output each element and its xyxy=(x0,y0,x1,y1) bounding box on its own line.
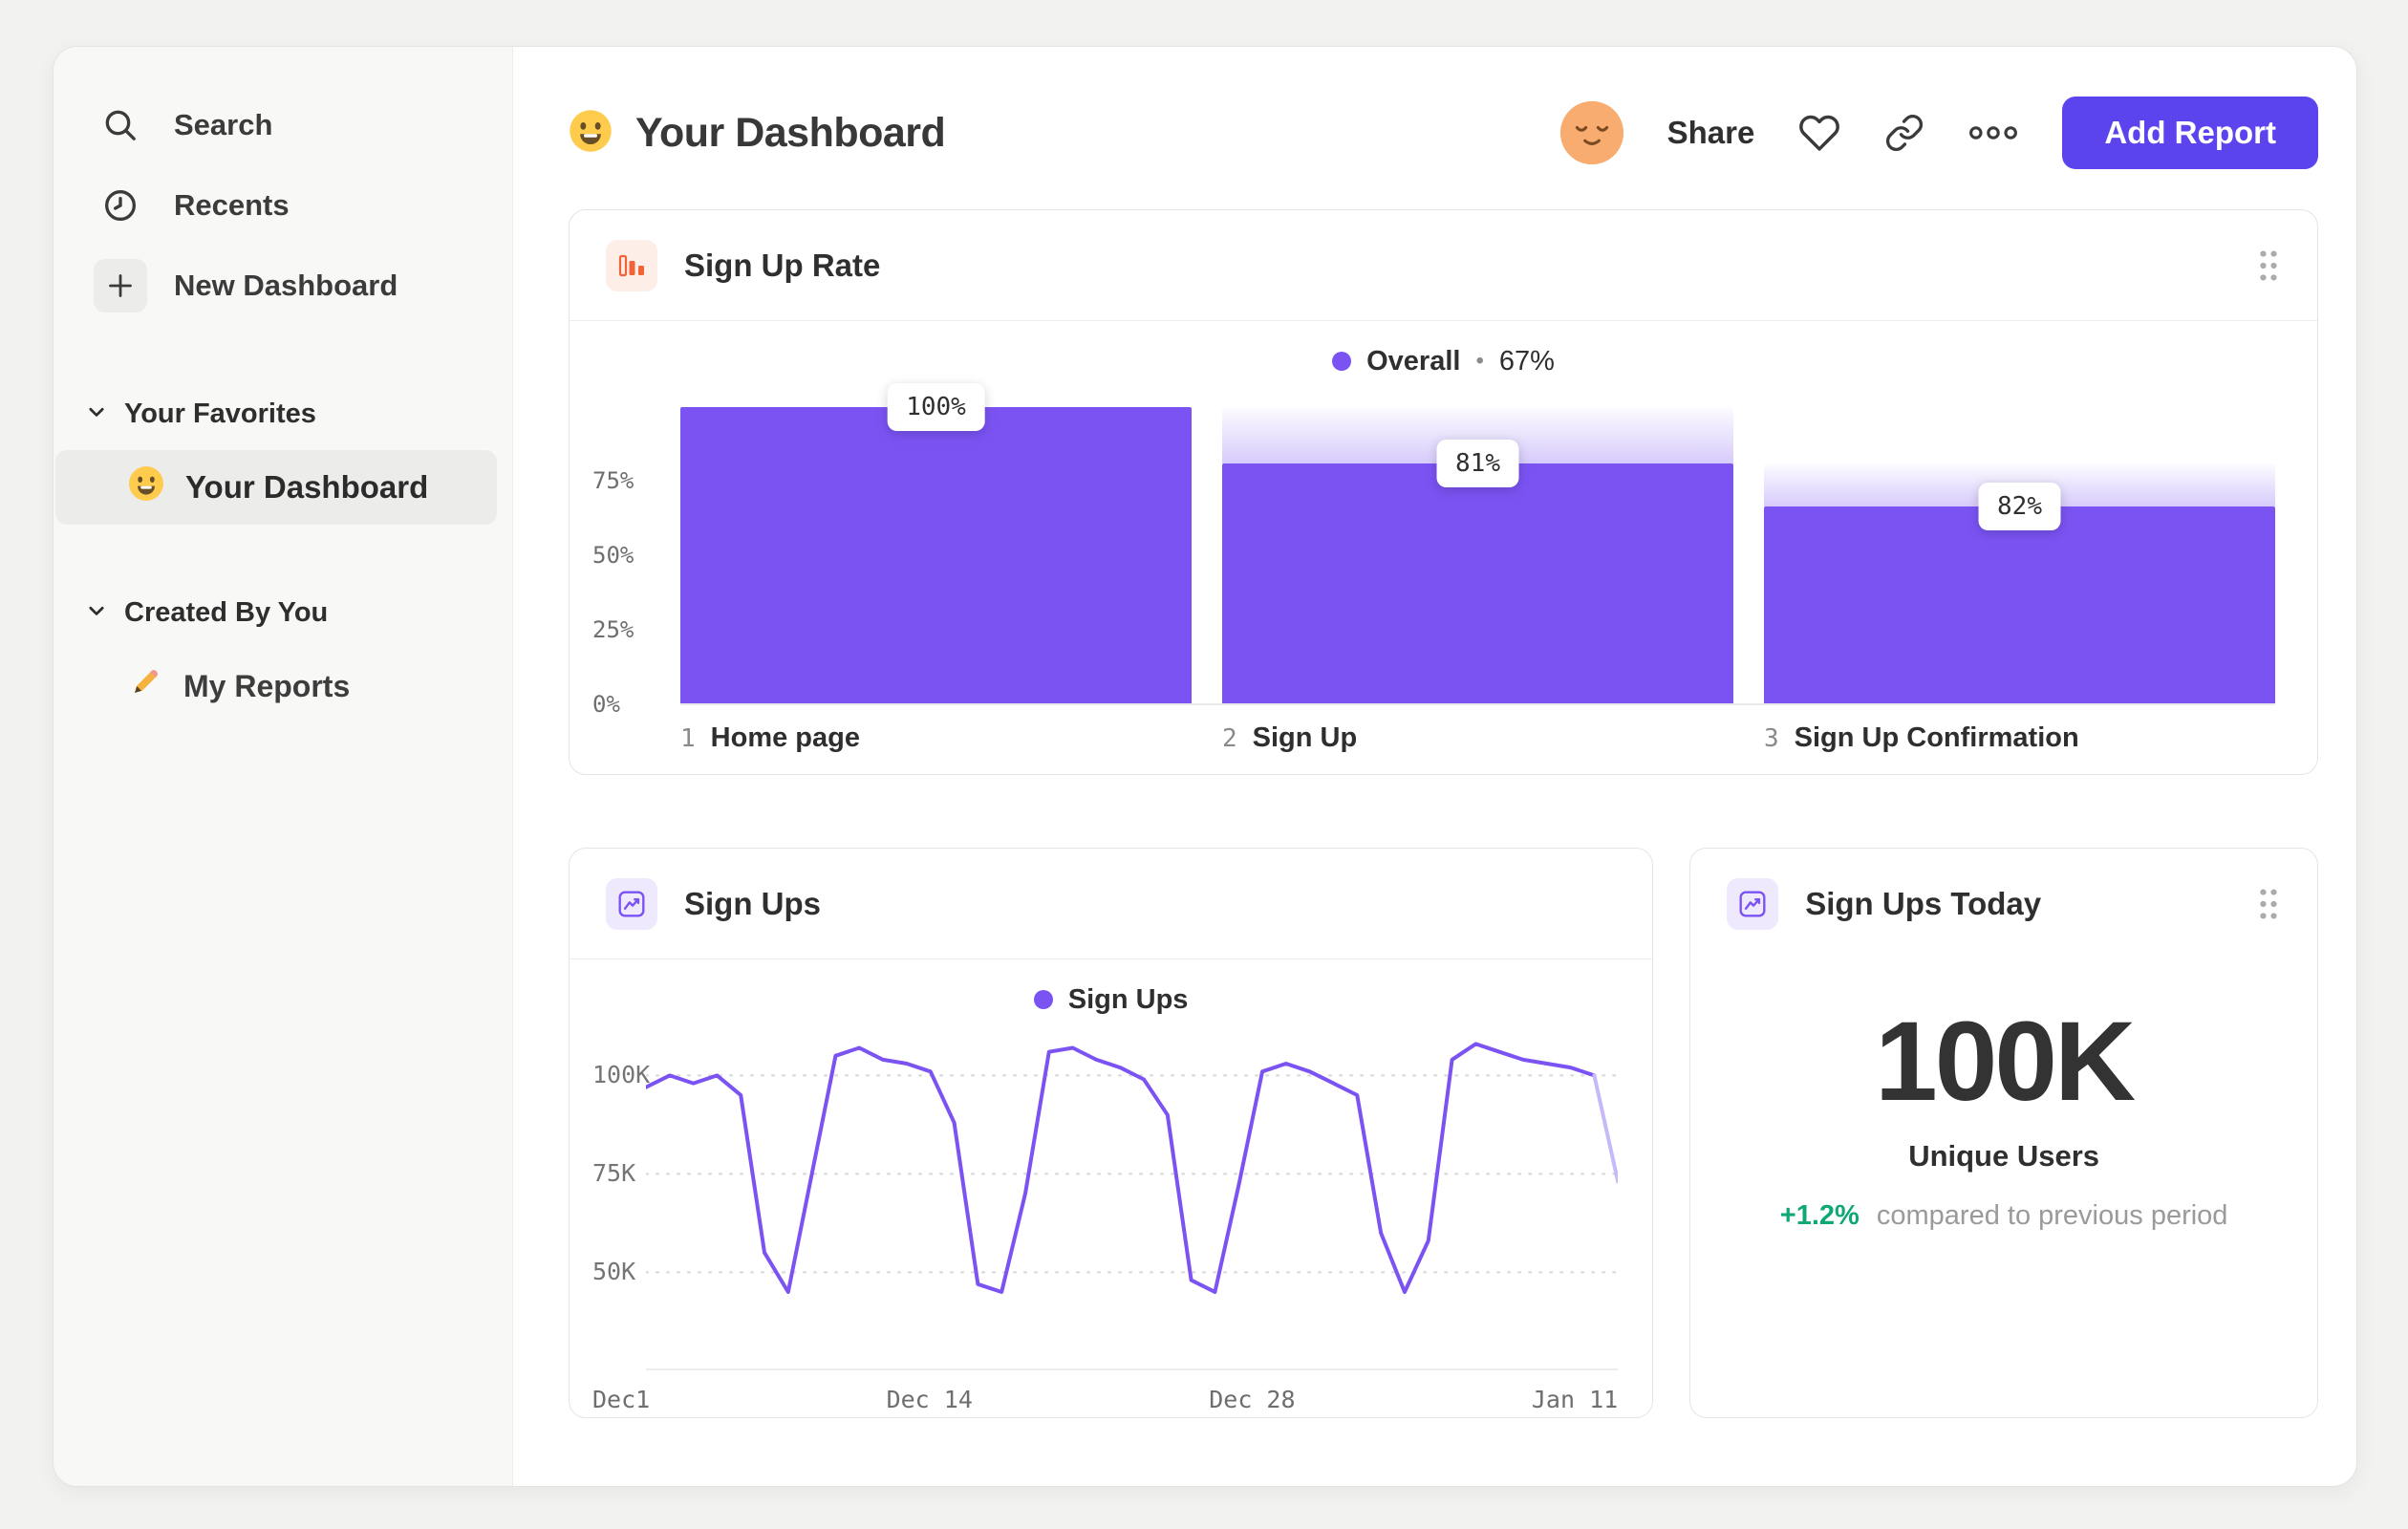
sidebar-item-recents[interactable]: Recents xyxy=(54,165,512,246)
funnel-x-axis: 1 Home page 2 Sign Up 3 Sign Up Confirma… xyxy=(680,722,2275,754)
sign-ups-line-chart[interactable]: 100K 75K 50K xyxy=(592,1030,1619,1370)
favorite-heart-icon[interactable] xyxy=(1798,112,1840,154)
bottom-cards-row: Sign Ups Sign Ups 100K 75K 50K Dec1 Dec 14… xyxy=(569,848,2318,1418)
funnel-step-label: 3 Sign Up Confirmation xyxy=(1764,722,2079,753)
plus-icon xyxy=(94,259,147,312)
header-actions: Share Add Report xyxy=(1559,97,2318,169)
big-number-body: 100K Unique Users +1.2% compared to prev… xyxy=(1690,959,2317,1232)
funnel-step-label: 1 Home page xyxy=(680,722,860,753)
chevron-down-icon xyxy=(86,597,107,629)
search-icon xyxy=(94,106,147,144)
copy-link-icon[interactable] xyxy=(1884,113,1924,153)
funnel-step-label: 2 Sign Up xyxy=(1222,722,1358,753)
sidebar: Search Recents New Dashboard xyxy=(54,47,513,1486)
funnel-chart: 75% 50% 25% 0% 100% 81% xyxy=(592,383,2275,718)
sign-ups-card: Sign Ups Sign Ups 100K 75K 50K Dec1 Dec 14… xyxy=(569,848,1654,1418)
big-number-label: Unique Users xyxy=(1908,1139,2100,1173)
funnel-bars: 100% 81% 82% xyxy=(680,383,2275,705)
legend-dot xyxy=(1033,990,1053,1009)
sign-ups-today-card-header: Sign Ups Today xyxy=(1690,849,2317,959)
signup-rate-card-header: Sign Up Rate xyxy=(570,210,2317,321)
share-button[interactable]: Share xyxy=(1666,115,1755,150)
sidebar-item-label: My Reports xyxy=(183,668,351,703)
sidebar-item-search[interactable]: Search xyxy=(54,85,512,165)
line-x-axis: Dec1 Dec 14 Dec 28 Jan 11 xyxy=(592,1386,1619,1413)
chevron-down-icon xyxy=(86,398,107,430)
title-group: Your Dashboard xyxy=(569,109,946,158)
card-title: Sign Ups xyxy=(684,885,822,921)
sidebar-item-label: New Dashboard xyxy=(174,269,398,302)
sidebar-section-created-by-you[interactable]: Created By You xyxy=(54,578,512,647)
funnel-bar-home-page[interactable]: 100% xyxy=(680,383,1192,703)
line-chart-icon xyxy=(606,877,657,930)
add-report-button[interactable]: Add Report xyxy=(2062,97,2318,169)
signups-line-svg xyxy=(646,1042,1619,1370)
drag-handle-icon[interactable] xyxy=(2256,886,2281,922)
line-chart-icon xyxy=(1727,878,1779,930)
smiley-icon xyxy=(128,465,164,509)
sign-ups-today-card: Sign Ups Today 100K Unique Users +1.2% xyxy=(1689,848,2318,1418)
main-content: Your Dashboard Share xyxy=(513,47,2356,1486)
funnel-value-pill: 81% xyxy=(1436,439,1519,487)
delta-note: compared to previous period xyxy=(1876,1200,2228,1231)
signup-rate-card: Sign Up Rate Overall • 67% 75% xyxy=(569,209,2318,775)
clock-icon xyxy=(94,186,147,225)
sidebar-item-your-dashboard-selected[interactable]: Your Dashboard xyxy=(55,450,497,525)
section-title: Your Favorites xyxy=(124,398,316,429)
section-title: Created By You xyxy=(124,596,329,628)
drag-handle-icon[interactable] xyxy=(2256,248,2281,284)
sidebar-item-label: Search xyxy=(174,108,273,141)
card-title: Sign Up Rate xyxy=(684,247,881,283)
delta-row: +1.2% compared to previous period xyxy=(1690,1200,2317,1232)
legend-dot xyxy=(1332,352,1352,371)
funnel-bar-sign-up-confirmation[interactable]: 82% xyxy=(1764,407,2275,703)
line-y-axis: 100K 75K 50K xyxy=(592,1061,651,1286)
pencil-icon xyxy=(128,665,162,707)
sidebar-item-label: Recents xyxy=(174,188,290,222)
line-legend: Sign Ups xyxy=(570,982,1652,1017)
funnel-chart-icon xyxy=(606,239,657,291)
sidebar-item-my-reports[interactable]: My Reports xyxy=(55,649,497,723)
more-options-icon[interactable] xyxy=(1968,122,2018,143)
avatar[interactable] xyxy=(1559,101,1623,164)
smiley-icon xyxy=(569,109,613,158)
sidebar-item-new-dashboard[interactable]: New Dashboard xyxy=(54,246,512,326)
big-number-value: 100K xyxy=(1875,999,2136,1125)
funnel-value-pill: 100% xyxy=(887,383,985,431)
funnel-bar-sign-up[interactable]: 81% xyxy=(1222,407,1733,703)
dashboard-header: Your Dashboard Share xyxy=(569,89,2318,177)
card-title: Sign Ups Today xyxy=(1805,886,2042,921)
sidebar-item-label: Your Dashboard xyxy=(185,469,429,505)
sign-ups-card-header: Sign Ups xyxy=(570,849,1653,959)
app-window: Search Recents New Dashboard xyxy=(53,46,2357,1487)
funnel-value-pill: 82% xyxy=(1978,483,2061,531)
sidebar-section-your-favorites[interactable]: Your Favorites xyxy=(54,379,512,448)
funnel-legend: Overall • 67% xyxy=(570,344,2317,378)
funnel-y-axis: 75% 50% 25% 0% xyxy=(592,467,634,718)
delta-value: +1.2% xyxy=(1779,1200,1860,1231)
page-title: Your Dashboard xyxy=(635,109,946,156)
